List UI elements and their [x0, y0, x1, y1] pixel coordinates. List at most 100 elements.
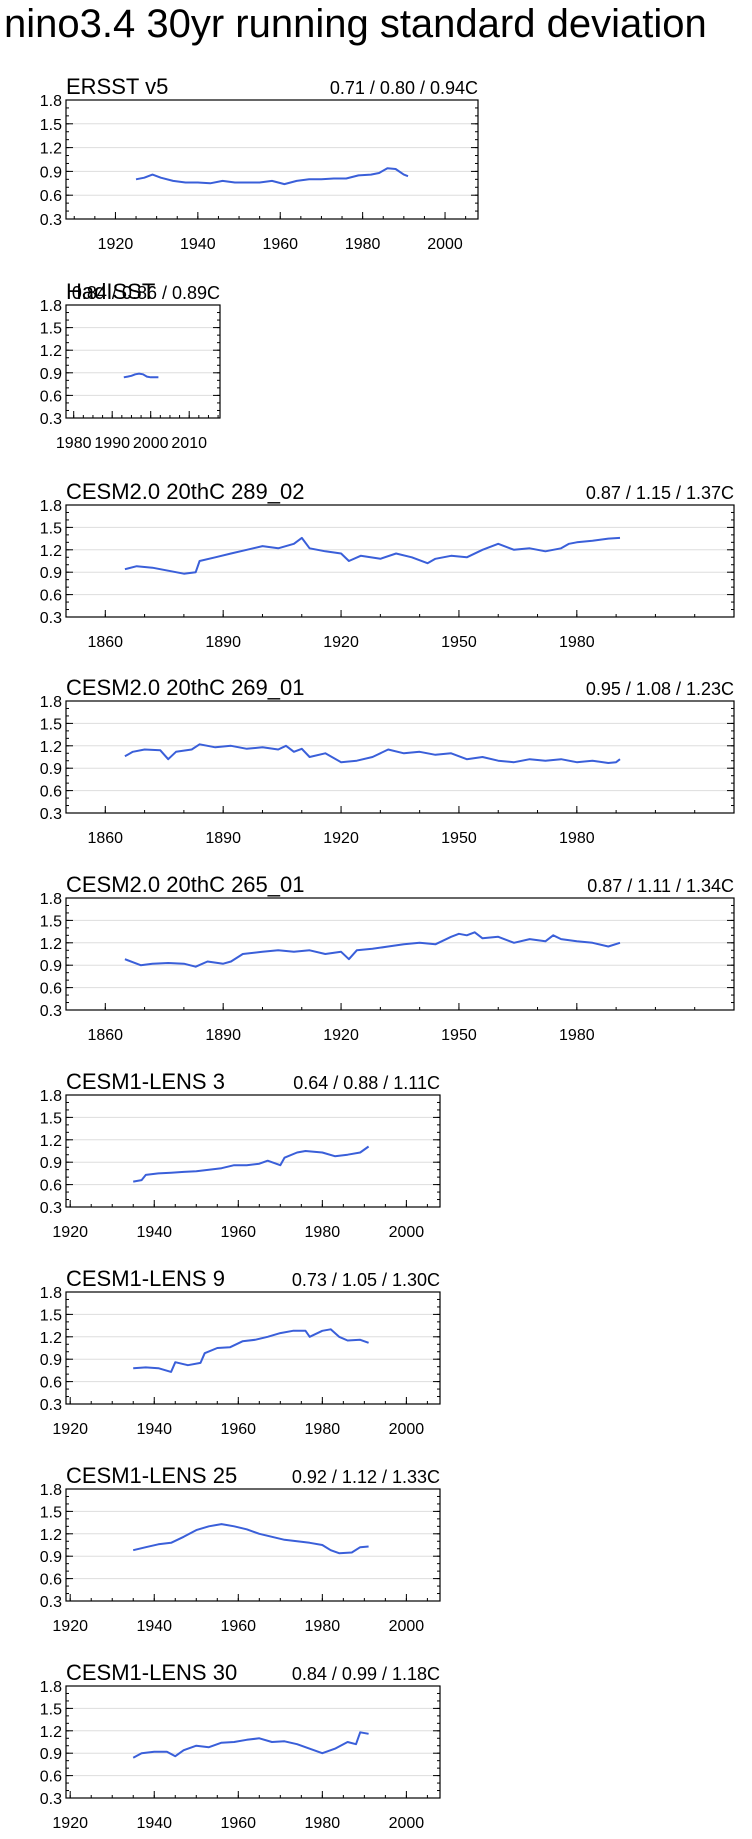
y-tick-label: 1.2	[40, 343, 62, 360]
x-tick-label: 1980	[305, 1224, 341, 1241]
y-tick-label: 1.2	[40, 1133, 62, 1150]
chart-panel: 0.3 0.6 0.9 1.2 1.5 1.8 1920 1940 1960 1980 2000 CE…	[40, 1463, 441, 1635]
y-tick-label: 1.5	[40, 716, 62, 733]
x-tick-label: 1940	[180, 236, 216, 253]
x-tick-label: 1920	[323, 830, 359, 847]
y-tick-label: 1.8	[40, 498, 62, 515]
x-tick-label: 1960	[220, 1224, 256, 1241]
x-tick-label: 1980	[305, 1421, 341, 1438]
y-tick-label: 0.9	[40, 1746, 62, 1763]
x-tick-label: 1980	[345, 236, 381, 253]
x-tick-label: 1920	[52, 1421, 88, 1438]
panel-stats: 0.71 / 0.80 / 0.94C	[330, 78, 478, 98]
x-tick-label: 1940	[136, 1815, 172, 1832]
y-tick-label: 0.9	[40, 366, 62, 383]
x-tick-label: 1960	[262, 236, 298, 253]
plot-frame	[65, 1291, 441, 1405]
panel-title: HadISST	[66, 279, 155, 304]
panel-stats: 0.87 / 1.11 / 1.34C	[587, 876, 734, 896]
series-line	[135, 167, 409, 186]
y-tick-label: 1.8	[40, 1088, 62, 1105]
panel-title: CESM2.0 20thC 289_02	[66, 479, 305, 504]
y-tick-label: 0.6	[40, 188, 62, 205]
x-tick-label: 1980	[305, 1618, 341, 1635]
panel-stats: 0.84 / 0.99 / 1.18C	[292, 1664, 440, 1684]
figure-title: nino3.4 30yr running standard deviation	[4, 2, 707, 46]
y-tick-label: 0.3	[40, 411, 62, 428]
x-tick-label: 1940	[136, 1618, 172, 1635]
x-tick-label: 1890	[205, 830, 241, 847]
x-tick-label: 1950	[441, 830, 477, 847]
y-tick-label: 0.3	[40, 610, 62, 627]
y-tick-label: 0.6	[40, 981, 62, 998]
y-tick-label: 0.9	[40, 565, 62, 582]
series-line	[133, 1328, 369, 1373]
y-tick-label: 0.3	[40, 1397, 62, 1414]
y-tick-label: 0.6	[40, 1572, 62, 1589]
y-tick-label: 0.3	[40, 1003, 62, 1020]
plot-frame	[65, 504, 735, 618]
plot-frame	[65, 1685, 441, 1799]
x-tick-label: 1920	[323, 1027, 359, 1044]
y-tick-label: 1.5	[40, 117, 62, 134]
plot-frame	[65, 897, 735, 1011]
panel-stats: 0.95 / 1.08 / 1.23C	[586, 679, 734, 699]
y-tick-label: 1.5	[40, 1701, 62, 1718]
chart-panel: 0.3 0.6 0.9 1.2 1.5 1.8 1920 1940 1960 1980 2000 CE…	[40, 1069, 441, 1241]
chart-panel: 0.3 0.6 0.9 1.2 1.5 1.8 1920 1940 1960 1980 2000 ER…	[40, 74, 479, 253]
x-tick-label: 1890	[205, 634, 241, 651]
y-tick-label: 1.5	[40, 321, 62, 338]
x-tick-label: 1920	[52, 1618, 88, 1635]
chart-panel: 0.3 0.6 0.9 1.2 1.5 1.8 1860 1890 1920 1950 1980 CE…	[40, 872, 735, 1044]
x-tick-label: 1940	[136, 1421, 172, 1438]
y-tick-label: 0.3	[40, 806, 62, 823]
x-tick-label: 2000	[389, 1815, 425, 1832]
y-tick-label: 1.8	[40, 1285, 62, 1302]
y-tick-label: 0.6	[40, 588, 62, 605]
panel-title: CESM1-LENS 3	[66, 1069, 225, 1094]
panel-stats: 0.92 / 1.12 / 1.33C	[292, 1467, 440, 1487]
series-line	[132, 1731, 369, 1759]
y-tick-label: 0.9	[40, 1352, 62, 1369]
x-tick-label: 1860	[87, 634, 123, 651]
y-tick-label: 0.3	[40, 1791, 62, 1808]
y-tick-label: 1.8	[40, 1482, 62, 1499]
x-tick-label: 1860	[87, 830, 123, 847]
y-tick-label: 0.3	[40, 212, 62, 229]
y-tick-label: 1.8	[40, 93, 62, 110]
chart-panel: 0.3 0.6 0.9 1.2 1.5 1.8 1860 1890 1920 1950 1980 CE…	[40, 675, 735, 847]
x-tick-label: 1890	[205, 1027, 241, 1044]
panel-title: CESM1-LENS 25	[66, 1463, 237, 1488]
series-line	[124, 536, 621, 575]
y-tick-label: 0.9	[40, 958, 62, 975]
y-tick-label: 1.2	[40, 1330, 62, 1347]
y-tick-label: 1.8	[40, 694, 62, 711]
y-tick-label: 1.2	[40, 543, 62, 560]
y-tick-label: 1.8	[40, 1679, 62, 1696]
x-tick-label: 2010	[171, 435, 207, 452]
x-tick-label: 2000	[389, 1618, 425, 1635]
x-tick-label: 2000	[389, 1421, 425, 1438]
y-tick-label: 0.9	[40, 761, 62, 778]
series-line	[132, 1523, 369, 1555]
y-tick-label: 0.6	[40, 784, 62, 801]
x-tick-label: 1980	[559, 634, 595, 651]
x-tick-label: 2000	[427, 236, 463, 253]
panel-title: CESM2.0 20thC 269_01	[66, 675, 305, 700]
y-tick-label: 1.5	[40, 913, 62, 930]
chart-panel: 0.3 0.6 0.9 1.2 1.5 1.8 1980 1990 2000 2010 HadISS…	[40, 279, 221, 452]
y-tick-label: 1.2	[40, 936, 62, 953]
y-tick-label: 1.2	[40, 141, 62, 158]
y-tick-label: 0.3	[40, 1200, 62, 1217]
panel-stats: 0.84 / 0.86 / 0.89C	[72, 283, 220, 303]
y-tick-label: 1.2	[40, 1527, 62, 1544]
x-tick-label: 1960	[220, 1421, 256, 1438]
x-tick-label: 2000	[389, 1224, 425, 1241]
y-tick-label: 1.5	[40, 520, 62, 537]
chart-panel: 0.3 0.6 0.9 1.2 1.5 1.8 1920 1940 1960 1980 2000 CE…	[40, 1660, 441, 1832]
y-tick-label: 0.9	[40, 164, 62, 181]
x-tick-label: 1960	[220, 1815, 256, 1832]
x-tick-label: 1960	[220, 1618, 256, 1635]
chart-panel: 0.3 0.6 0.9 1.2 1.5 1.8 1860 1890 1920 1950 1980 CE…	[40, 479, 735, 651]
y-tick-label: 0.6	[40, 1769, 62, 1786]
